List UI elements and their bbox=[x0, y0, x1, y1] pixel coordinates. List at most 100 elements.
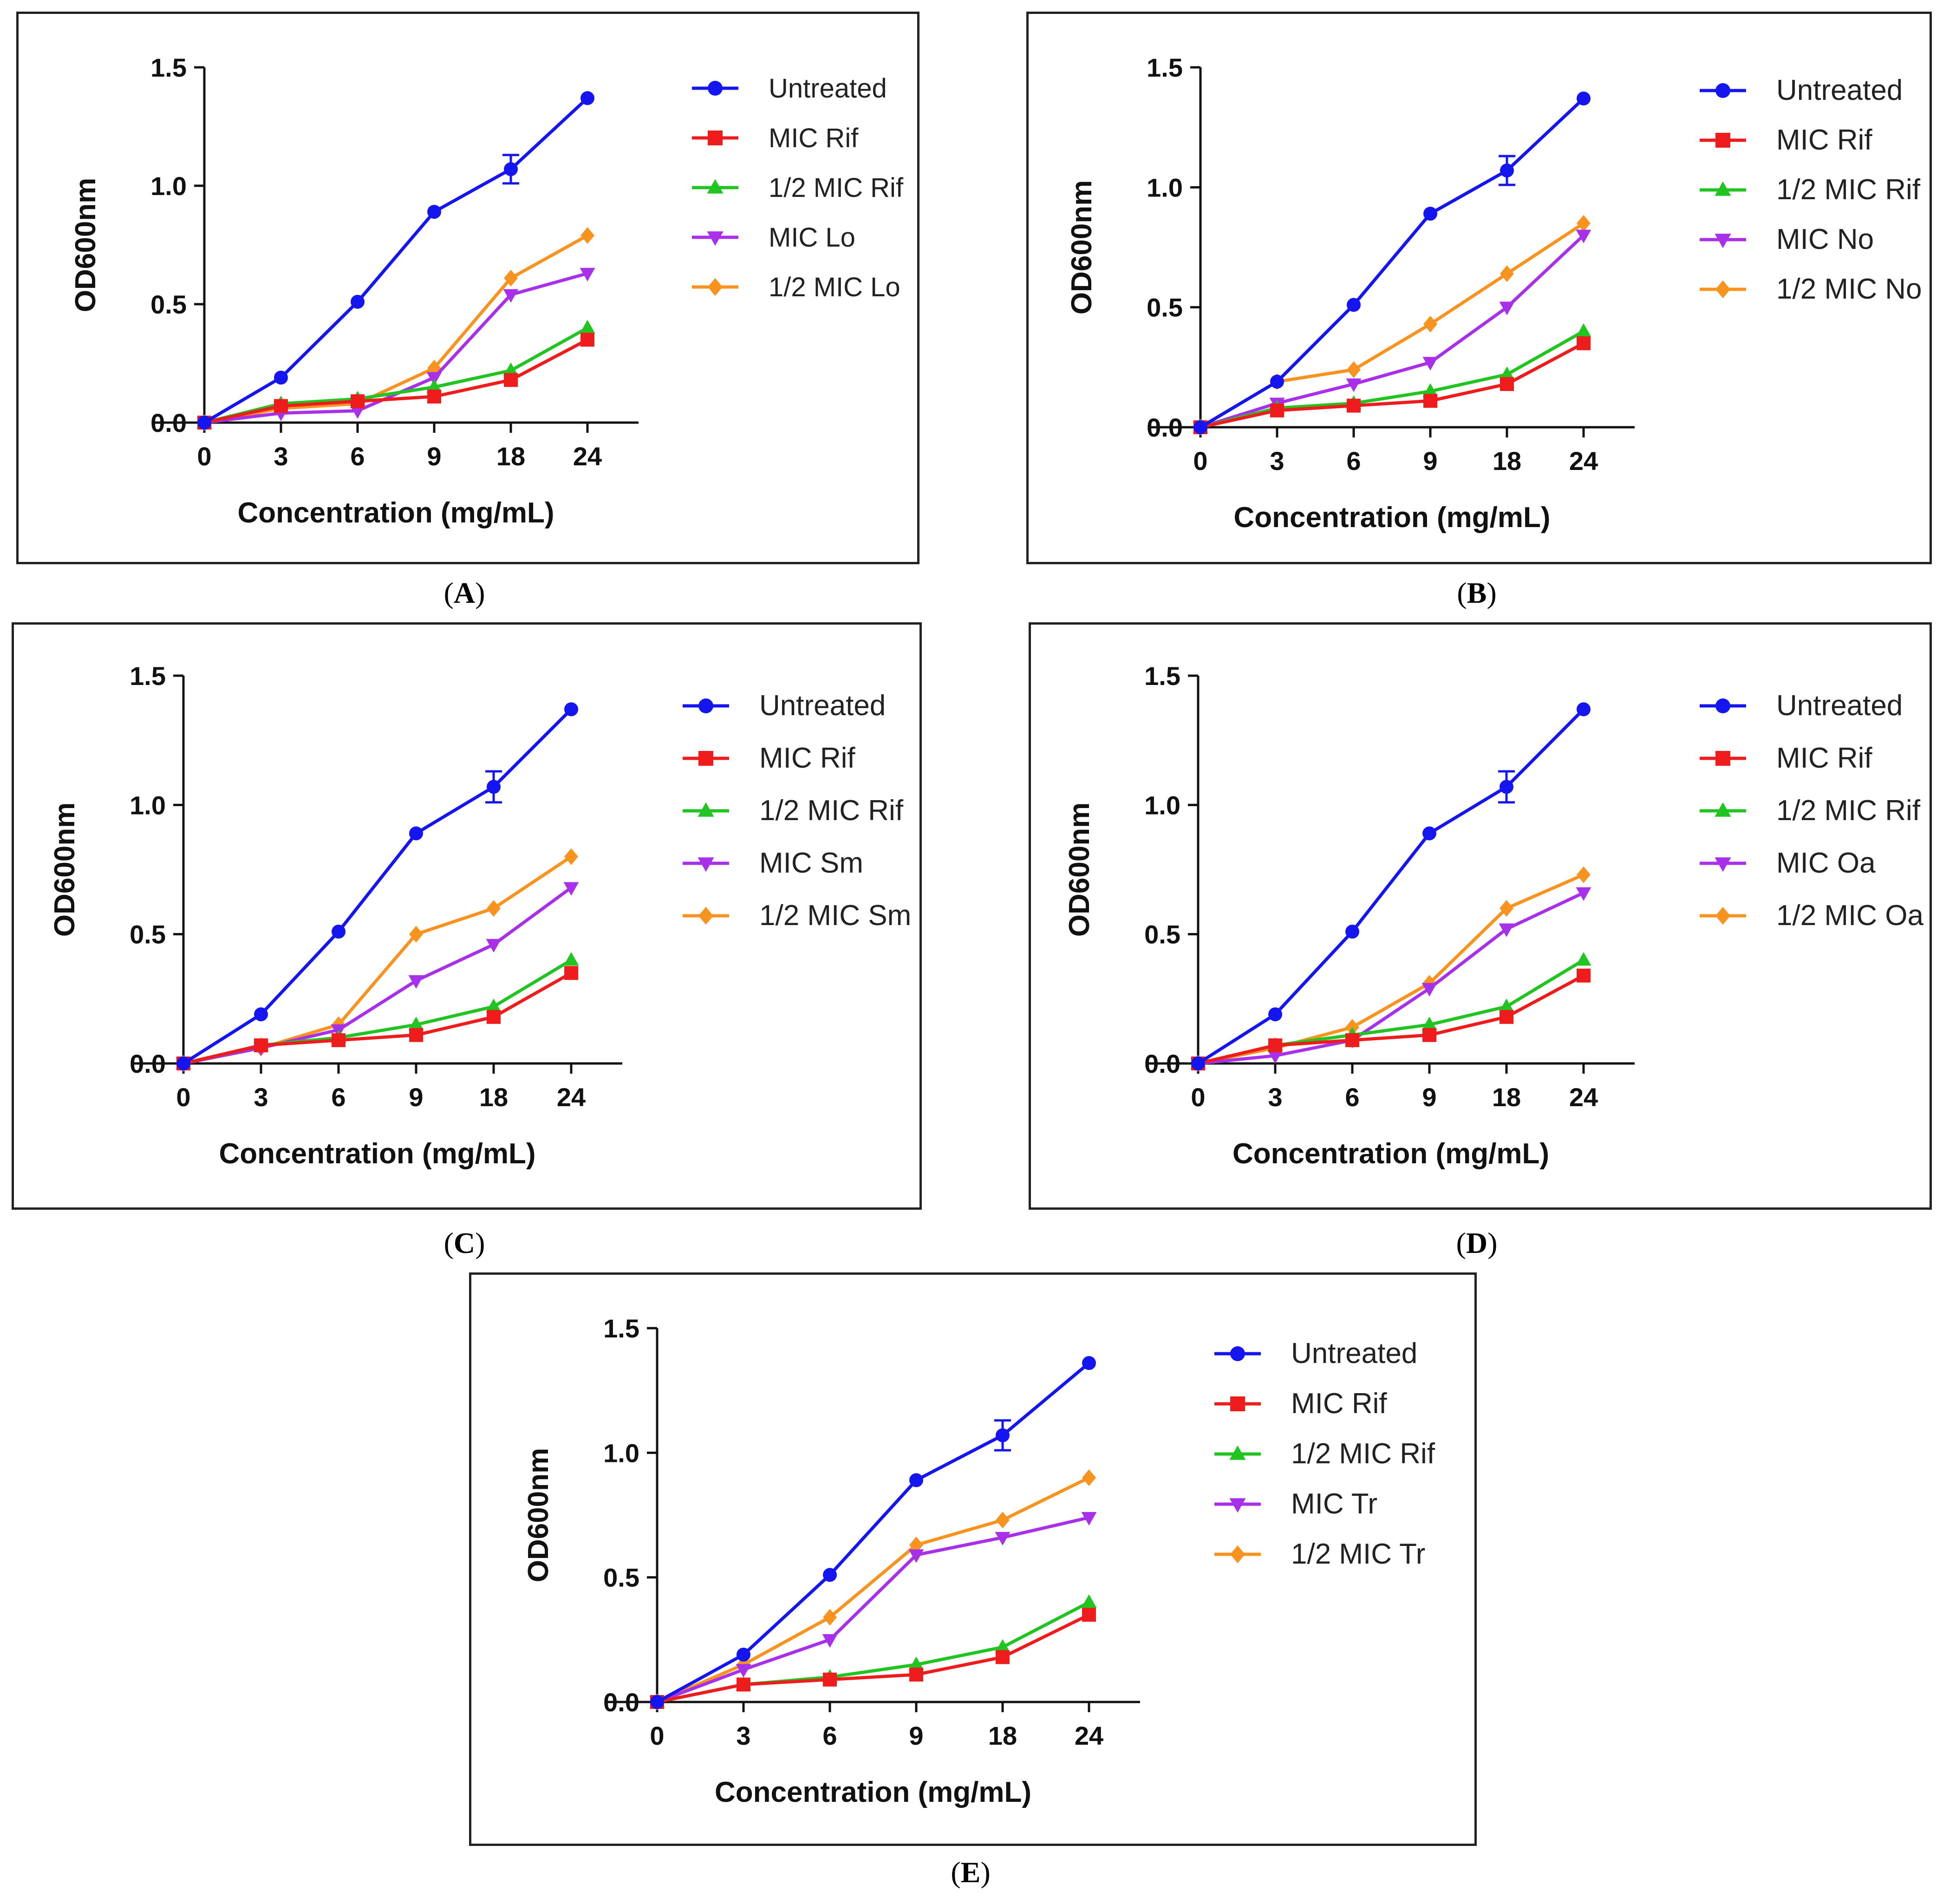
legend-label: MIC Rif bbox=[1776, 742, 1872, 774]
series-mic-tr bbox=[649, 1512, 1097, 1710]
legend-label: Untreated bbox=[1776, 74, 1903, 106]
x-tick-label: 0 bbox=[1193, 446, 1207, 476]
data-point bbox=[1423, 315, 1437, 333]
x-axis-label: Concentration (mg/mL) bbox=[219, 1138, 536, 1170]
data-point bbox=[1500, 265, 1514, 282]
series-line bbox=[1200, 97, 1585, 429]
chart-svg: 0.0 0.5 1.0 1.5 0 3 6 9 18 24 Concentration (mg/mL… bbox=[1066, 53, 1922, 534]
legend-marker bbox=[698, 751, 713, 766]
x-tick-label: 9 bbox=[427, 442, 441, 471]
y-tick-label: 0.0 bbox=[150, 408, 187, 437]
series-line bbox=[656, 1516, 1089, 1704]
series-line bbox=[1200, 234, 1585, 429]
legend-marker bbox=[1230, 1396, 1245, 1411]
data-point bbox=[823, 1568, 837, 1582]
legend-item-mic-rif: MIC Rif bbox=[692, 123, 859, 153]
legend-item-1-2-mic-rif: 1/2 MIC Rif bbox=[683, 795, 904, 827]
legend-item-mic-rif: MIC Rif bbox=[1700, 124, 1872, 156]
data-point bbox=[580, 333, 594, 347]
legend-label: 1/2 MIC Rif bbox=[769, 173, 904, 203]
data-point bbox=[332, 925, 346, 939]
series-line bbox=[183, 708, 573, 1065]
legend-item-1-2-mic-tr: 1/2 MIC Tr bbox=[1214, 1538, 1425, 1570]
y-axis-label: OD600nm bbox=[1066, 180, 1098, 314]
y-tick-label: 1.0 bbox=[150, 171, 187, 201]
legend-label: 1/2 MIC Oa bbox=[1776, 900, 1924, 932]
x-axis-label: Concentration (mg/mL) bbox=[1232, 1138, 1549, 1170]
data-point bbox=[504, 269, 518, 287]
x-tick-label: 3 bbox=[736, 1721, 750, 1750]
data-point bbox=[909, 1536, 923, 1553]
data-point bbox=[486, 998, 502, 1012]
y-tick-label: 1.5 bbox=[1144, 661, 1180, 691]
x-tick-label: 24 bbox=[1569, 446, 1598, 476]
x-tick-label: 18 bbox=[479, 1082, 508, 1112]
series-mic-oa bbox=[1190, 887, 1591, 1072]
x-tick-label: 24 bbox=[1075, 1721, 1103, 1750]
x-tick-label: 24 bbox=[1569, 1082, 1598, 1112]
series-untreated bbox=[176, 702, 578, 1070]
legend-item-1-2-mic-oa: 1/2 MIC Oa bbox=[1700, 900, 1924, 932]
data-point bbox=[1499, 366, 1515, 380]
legend-item-1-2-mic-rif: 1/2 MIC Rif bbox=[1700, 795, 1921, 827]
data-point bbox=[1081, 1512, 1097, 1526]
legend-marker bbox=[1715, 751, 1730, 766]
data-point bbox=[823, 1672, 837, 1687]
data-point bbox=[1347, 398, 1361, 413]
legend-item-untreated: Untreated bbox=[692, 73, 887, 104]
data-point bbox=[563, 952, 579, 966]
data-point bbox=[487, 1010, 501, 1024]
y-tick-label: 0.0 bbox=[1144, 1049, 1180, 1078]
data-point bbox=[426, 372, 442, 386]
x-tick-label: 9 bbox=[909, 1721, 923, 1750]
data-point bbox=[351, 294, 365, 309]
data-point bbox=[737, 1648, 750, 1662]
legend-marker bbox=[698, 802, 714, 817]
y-tick-label: 0.5 bbox=[1144, 920, 1180, 949]
legend-marker bbox=[1230, 1346, 1245, 1361]
legend-item-mic-sm: MIC Sm bbox=[683, 847, 863, 879]
series-line bbox=[183, 886, 573, 1065]
series-line bbox=[657, 1613, 1090, 1704]
data-point bbox=[909, 1667, 923, 1682]
series-mic-rif bbox=[1191, 968, 1591, 1070]
legend-label: MIC Lo bbox=[769, 222, 855, 253]
data-point bbox=[564, 702, 578, 717]
legend-label: 1/2 MIC Rif bbox=[1291, 1438, 1435, 1470]
legend: Untreated MIC Rif 1/2 MIC Rif MIC No 1/2 MIC… bbox=[1700, 74, 1922, 305]
x-tick-label: 6 bbox=[822, 1721, 837, 1750]
legend-label: MIC Rif bbox=[769, 123, 859, 153]
data-point bbox=[1267, 1050, 1283, 1064]
legend-marker bbox=[1229, 1445, 1246, 1460]
data-point bbox=[1423, 394, 1437, 408]
legend-item-mic-rif: MIC Rif bbox=[1700, 742, 1872, 774]
y-tick-label: 0.5 bbox=[130, 920, 166, 949]
legend-marker bbox=[707, 179, 724, 194]
legend-item-untreated: Untreated bbox=[683, 690, 886, 722]
legend-marker bbox=[1715, 83, 1730, 98]
series-1-2-mic-oa bbox=[1191, 866, 1591, 1072]
legend-marker bbox=[698, 857, 714, 872]
data-point bbox=[996, 1428, 1010, 1442]
legend-label: MIC Rif bbox=[1291, 1388, 1387, 1420]
series-mic-no bbox=[1193, 229, 1591, 436]
data-point bbox=[1345, 1033, 1359, 1047]
x-tick-label: 0 bbox=[197, 442, 211, 471]
series-line bbox=[183, 972, 572, 1065]
caption-open-paren: ( bbox=[951, 1856, 961, 1889]
data-point bbox=[1421, 983, 1437, 997]
x-axis-label: Concentration (mg/mL) bbox=[238, 497, 554, 529]
data-point bbox=[274, 399, 288, 413]
legend-marker bbox=[1715, 698, 1730, 713]
chart-svg: 0.0 0.5 1.0 1.5 0 3 6 9 18 24 Concentration (mg/mL… bbox=[70, 53, 904, 529]
series-mic-lo bbox=[196, 267, 595, 431]
legend-label: Untreated bbox=[769, 73, 887, 104]
caption-open-paren: ( bbox=[1456, 1226, 1466, 1259]
x-tick-label: 18 bbox=[1493, 446, 1521, 476]
legend-marker bbox=[1715, 857, 1731, 872]
data-point bbox=[1270, 403, 1284, 417]
data-point bbox=[504, 373, 518, 387]
caption-close-paren: ) bbox=[475, 576, 485, 609]
x-tick-label: 18 bbox=[496, 442, 525, 471]
data-point bbox=[580, 227, 594, 244]
